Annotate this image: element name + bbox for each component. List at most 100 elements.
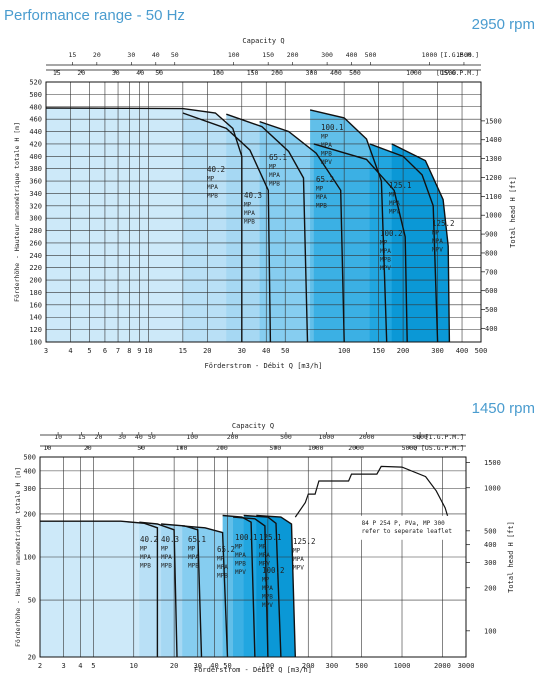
series-label: MP [316, 186, 324, 193]
series-label: MPA [380, 248, 391, 255]
igpm-tick-label: 200 [227, 433, 239, 441]
usgpm-tick-label: 5000 [402, 444, 418, 452]
series-label: 100.1 [235, 533, 258, 542]
x-tick-label: 4 [68, 347, 72, 355]
x-tick-label: 20 [203, 347, 211, 355]
igpm-tick-label: 50 [171, 51, 179, 59]
ft-tick-label: 200 [484, 584, 497, 592]
x-tick-label: 9 [137, 347, 141, 355]
curve-100-1 [309, 109, 388, 343]
igpm-tick-label: 2000 [359, 433, 375, 441]
series-label: MPB [207, 193, 218, 200]
usgpm-unit: Q [US.G.P.M.] [413, 444, 464, 452]
series-label: MPV [321, 159, 332, 166]
usgpm-tick-label: 20 [77, 69, 85, 77]
x-tick-label: 5 [87, 347, 91, 355]
y-tick-label: 500 [29, 91, 42, 99]
usgpm-tick-label: 300 [306, 69, 318, 77]
x-tick-label: 100 [262, 662, 275, 670]
series-label: MP [269, 164, 277, 171]
ft-tick-label: 500 [485, 306, 498, 314]
x-tick-label: 10 [144, 347, 152, 355]
usgpm-tick-label: 20 [84, 444, 92, 452]
usgpm-tick-label: 1000 [308, 444, 324, 452]
curve-40-3 [182, 112, 272, 343]
curve-65-2 [182, 525, 229, 658]
annotation-text: refer to seperate leaflet [362, 528, 453, 535]
series-label: 65.1 [188, 535, 206, 544]
ft-tick-label: 1200 [485, 174, 502, 182]
series-label: 65.1 [269, 153, 287, 162]
series-label: MPA [269, 172, 280, 179]
series-label: MPV [235, 569, 246, 576]
igpm-tick-label: 400 [346, 51, 358, 59]
x-tick-label: 200 [302, 662, 315, 670]
large-pump-outline [294, 465, 449, 518]
x-tick-label: 2 [38, 662, 42, 670]
curve-100-2 [233, 516, 269, 658]
ft-tick-label: 900 [485, 231, 498, 239]
area-40-2 [40, 521, 158, 657]
curve-100-2 [313, 143, 408, 343]
usgpm-tick-label: 500 [269, 444, 281, 452]
y2-axis-title: Total head H [ft] [509, 176, 517, 248]
usgpm-tick-label: 500 [349, 69, 361, 77]
series-label: 100.1 [321, 123, 344, 132]
rpm-label-2950: 2950 rpm [471, 16, 535, 33]
series-label: MP [188, 546, 196, 553]
series-label: MP [321, 134, 329, 141]
igpm-tick-label: 30 [118, 433, 126, 441]
x-tick-label: 5 [91, 662, 95, 670]
series-label: MPV [389, 209, 400, 216]
y-tick-label: 420 [29, 140, 42, 148]
series-label: 65.2 [316, 175, 334, 184]
ft-tick-label: 300 [484, 559, 497, 567]
igpm-tick-label: 1000 [319, 433, 335, 441]
usgpm-unit: [US.G.P.M.] [436, 69, 479, 77]
x-tick-label: 15 [179, 347, 187, 355]
igpm-tick-label: 1500 [456, 51, 472, 59]
series-label: MPA [262, 585, 273, 592]
series-label: 40.3 [244, 191, 262, 200]
y-tick-label: 180 [29, 289, 42, 297]
usgpm-tick-label: 2000 [348, 444, 364, 452]
y-tick-label: 320 [29, 202, 42, 210]
x-tick-label: 6 [103, 347, 107, 355]
area-65-2 [182, 525, 228, 657]
annotation-bg [358, 515, 477, 540]
igpm-tick-label: 150 [262, 51, 274, 59]
ft-tick-label: 1000 [485, 212, 502, 220]
igpm-unit: Q [I.G.P.M.] [417, 433, 464, 441]
x-tick-label: 300 [431, 347, 444, 355]
ft-tick-label: 400 [484, 541, 497, 549]
igpm-tick-label: 40 [152, 51, 160, 59]
usgpm-tick-label: 100 [212, 69, 224, 77]
x-tick-label: 7 [116, 347, 120, 355]
igpm-tick-label: 15 [68, 51, 76, 59]
series-label: 40.2 [207, 165, 225, 174]
ft-tick-label: 1300 [485, 155, 502, 163]
ft-tick-label: 400 [485, 325, 498, 333]
x-tick-label: 400 [456, 347, 469, 355]
usgpm-tick-label: 50 [137, 444, 145, 452]
usgpm-tick-label: 150 [247, 69, 259, 77]
series-label: 125.2 [293, 537, 316, 546]
series-label: MPB [217, 573, 228, 580]
series-label: MPB [161, 563, 172, 570]
ft-tick-label: 1500 [484, 459, 501, 467]
y-tick-label: 220 [29, 264, 42, 272]
x-axis-title: Förderstrom - Débit Q [m3/h] [194, 666, 312, 674]
series-label: 40.3 [161, 535, 179, 544]
series-label: MPA [321, 142, 332, 149]
series-label: MPA [389, 200, 400, 207]
usgpm-tick-label: 40 [136, 69, 144, 77]
series-label: 125.2 [432, 219, 455, 228]
series-label: MPA [235, 552, 246, 559]
curve-65-1 [161, 523, 203, 658]
series-label: MP [432, 230, 440, 237]
igpm-tick-label: 1000 [422, 51, 438, 59]
capacity-title: Capacity Q [232, 422, 274, 430]
y-tick-label: 340 [29, 190, 42, 198]
y-tick-label: 200 [23, 510, 36, 518]
usgpm-tick-label: 30 [112, 69, 120, 77]
